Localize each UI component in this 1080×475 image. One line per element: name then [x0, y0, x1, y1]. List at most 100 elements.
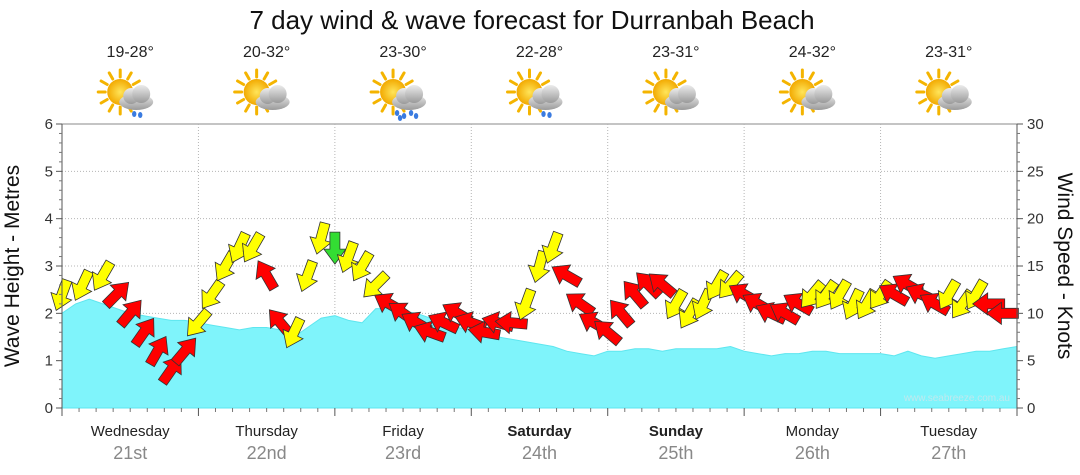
sun-ray	[781, 79, 791, 86]
sun-ray	[268, 79, 278, 86]
wind-arrow-shape	[71, 268, 94, 301]
wind-arrow	[116, 299, 142, 329]
weather-icon	[642, 68, 699, 116]
wind-arrow	[282, 316, 306, 349]
cloud-icon	[937, 85, 972, 110]
x-axis: Wednesday 21st Thursday 22nd Friday 23rd Satur…	[61, 408, 1018, 463]
day-name-label: Sunday	[649, 423, 704, 440]
cloud-part	[132, 85, 151, 103]
cloud-icon	[119, 85, 154, 110]
sun-ray	[380, 71, 388, 81]
cloud-part	[541, 85, 560, 103]
wind-arrow-shape	[91, 259, 116, 291]
sun-ray	[950, 79, 960, 86]
wind-arrow	[170, 337, 197, 367]
sun-ray	[813, 79, 823, 86]
rain-drop-icon	[394, 110, 400, 116]
left-tick-label: 6	[45, 116, 53, 133]
sun-ray	[131, 79, 141, 86]
day-name-label: Wednesday	[91, 423, 170, 440]
wind-arrow	[541, 230, 564, 264]
wind-arrow	[828, 278, 852, 310]
sun-ray	[508, 98, 518, 105]
wind-arrow-shape	[295, 259, 319, 293]
wind-arrow	[130, 317, 155, 349]
sun-ray	[236, 79, 246, 86]
sun-ray	[535, 71, 542, 81]
wind-arrow	[363, 270, 391, 298]
day-date-label: 26th	[795, 443, 830, 463]
sun-ray	[789, 71, 797, 81]
wind-arrow	[101, 281, 130, 310]
wind-arrow-shape	[116, 299, 142, 329]
wind-arrow	[241, 231, 266, 263]
wind-arrow-shape	[541, 230, 564, 264]
rain-drop-icon	[132, 111, 137, 117]
wind-arrow-shape	[282, 316, 306, 349]
sun-ray	[107, 103, 115, 113]
weather-icon	[369, 68, 427, 121]
wind-arrow-shape	[170, 337, 197, 367]
sun-ray	[380, 103, 388, 113]
sun-ray	[671, 71, 679, 81]
weather-icon	[778, 68, 836, 116]
temperature-label: 24-32°	[789, 44, 836, 61]
day-name-label: Friday	[382, 423, 424, 440]
wind-arrow	[648, 273, 678, 299]
sun-ray	[99, 98, 109, 105]
right-axis-label: Wind Speed - Knots	[1053, 173, 1076, 360]
sun-ray	[808, 71, 815, 81]
sun-ray	[781, 98, 791, 105]
wind-arrow	[201, 278, 226, 309]
temperature-label: 23-31°	[652, 44, 699, 61]
sun-ray	[236, 98, 246, 105]
sun-ray	[918, 98, 928, 105]
day-date-label: 24th	[522, 443, 557, 463]
sun-ray	[126, 71, 133, 81]
cloud-icon	[528, 85, 563, 110]
day-date-label: 23rd	[385, 443, 421, 463]
weather-icon	[915, 68, 972, 116]
wind-arrow	[295, 259, 319, 293]
sun-ray	[944, 71, 952, 81]
sun-ray	[926, 71, 933, 81]
sun-ray	[508, 79, 518, 86]
wind-arrow-shape	[351, 249, 375, 282]
watermark: www.seabreeze.com.au	[903, 393, 1010, 404]
day-name-label: Monday	[786, 423, 840, 440]
temperature-label: 19-28°	[107, 44, 154, 61]
rain-drop-icon	[138, 112, 143, 118]
wind-arrow	[594, 320, 623, 347]
wind-arrow	[351, 249, 375, 282]
right-tick-label: 20	[1027, 211, 1044, 228]
wind-arrow	[255, 260, 279, 292]
day-name-label: Saturday	[507, 423, 572, 440]
wind-arrow	[551, 264, 583, 288]
wind-arrow-shape	[828, 278, 852, 310]
sun-ray	[244, 71, 251, 81]
temperature-label: 23-31°	[925, 44, 972, 61]
wind-arrow	[187, 307, 213, 337]
rain-drop-icon	[401, 113, 407, 119]
sun-ray	[653, 71, 660, 81]
wave-layer	[61, 298, 1018, 409]
right-tick-label: 5	[1027, 353, 1035, 370]
sun-ray	[262, 71, 270, 81]
wind-arrow-shape	[241, 231, 266, 263]
cloud-part	[950, 85, 969, 103]
day-date-label: 22nd	[247, 443, 287, 463]
chart-title: 7 day wind & wave forecast for Durranbah…	[249, 5, 814, 35]
right-tick-label: 25	[1027, 163, 1044, 180]
rain-drop-icon	[541, 111, 546, 117]
left-axis-label: Wave Height - Metres	[1, 165, 24, 367]
weather-icon	[233, 68, 290, 116]
sun-ray	[244, 103, 251, 113]
sun-ray	[372, 79, 382, 86]
rain-drop-icon	[413, 113, 419, 119]
wind-arrow	[494, 310, 529, 335]
right-tick-label: 30	[1027, 116, 1044, 133]
day-date-label: 21st	[113, 443, 147, 463]
cloud-part	[268, 85, 287, 103]
left-axis: 0 1 2 3 4 5 6	[45, 116, 63, 417]
wind-arrow-shape	[610, 299, 636, 329]
